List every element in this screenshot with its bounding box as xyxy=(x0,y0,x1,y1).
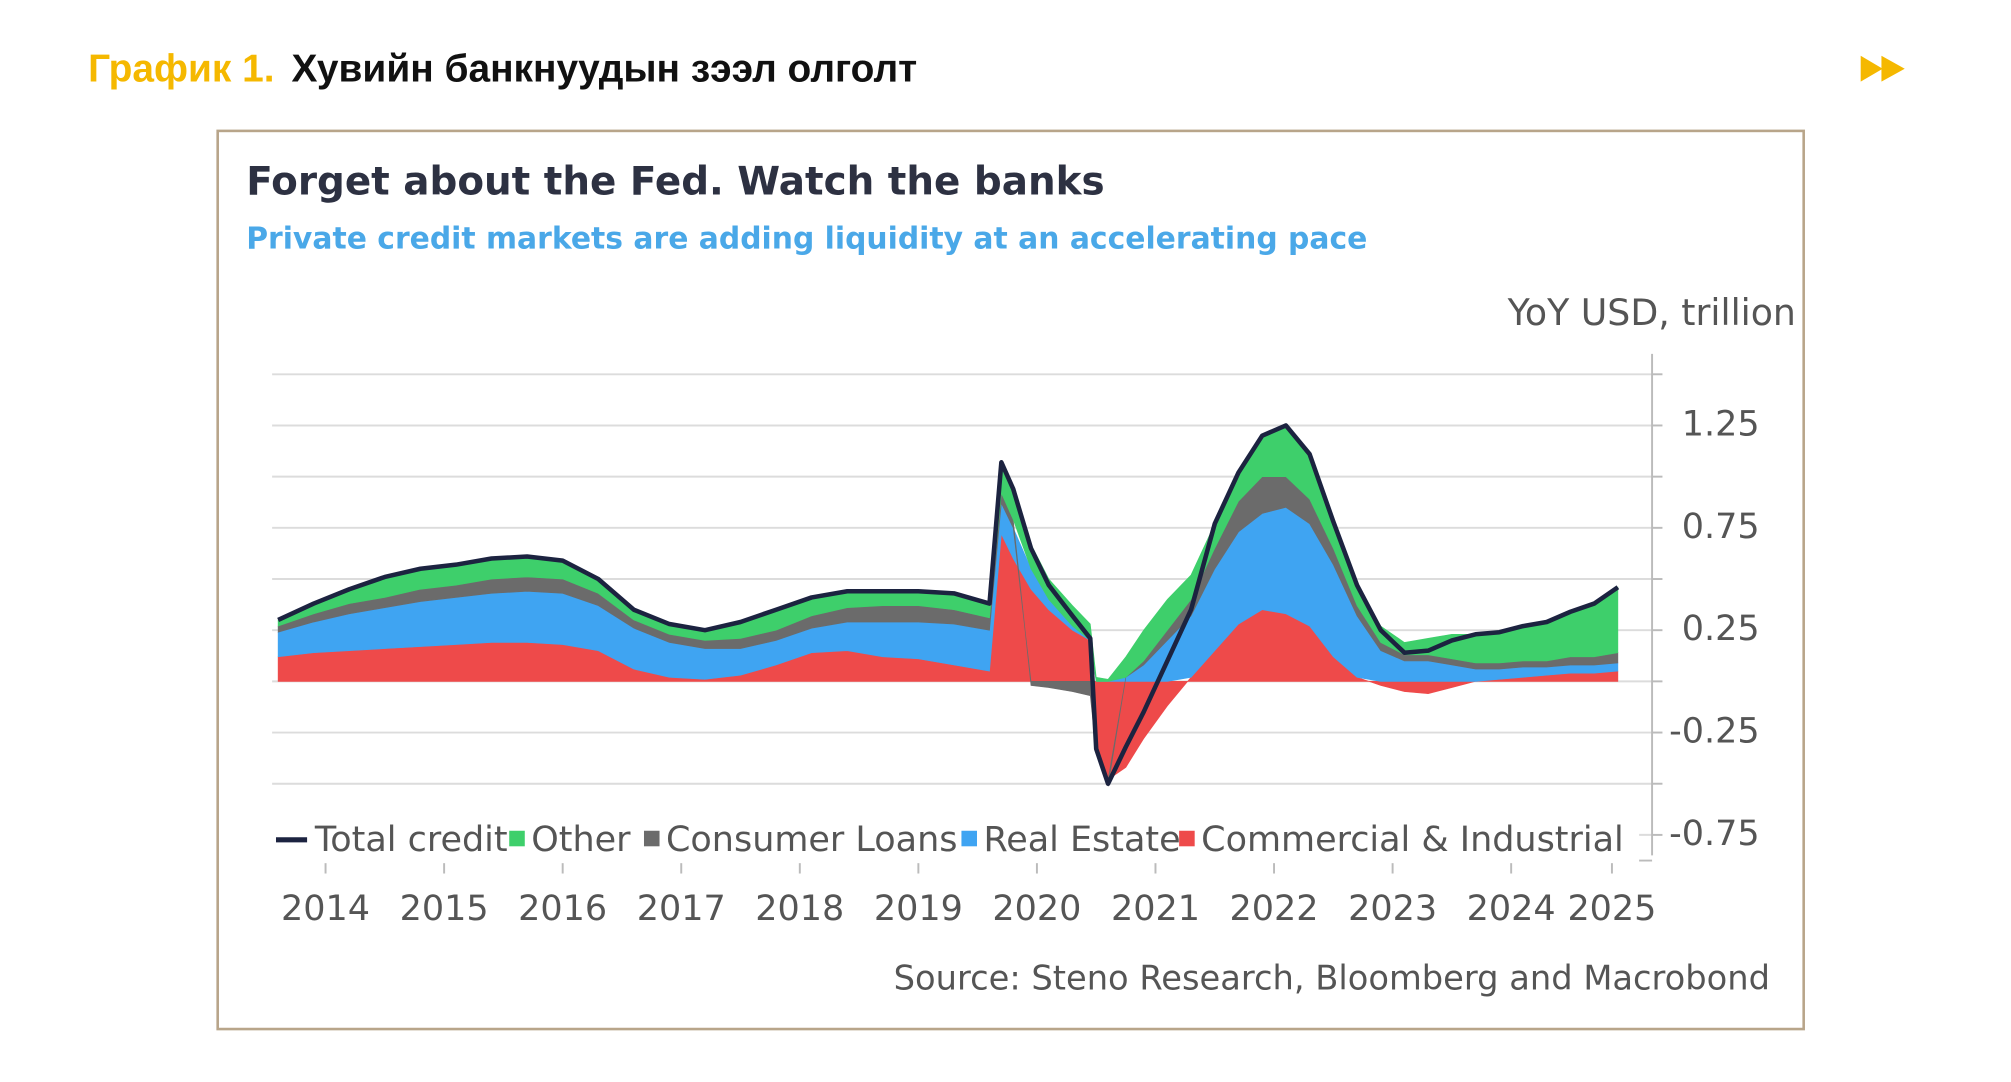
chart-subtitle: Private credit markets are adding liquid… xyxy=(246,221,1367,256)
legend-label: Total credit xyxy=(314,820,508,860)
x-tick-label: 2014 xyxy=(281,889,370,929)
legend-label: Other xyxy=(531,820,631,860)
x-tick-label: 2016 xyxy=(518,889,607,929)
x-tick-label: 2021 xyxy=(1111,889,1200,929)
y-tick-label: 1.25 xyxy=(1682,404,1760,444)
x-tick-label: 2020 xyxy=(992,889,1081,929)
legend-background xyxy=(265,816,1640,864)
legend-swatch xyxy=(643,830,660,847)
y-tick-label: 0.75 xyxy=(1682,507,1760,547)
forward-icon xyxy=(1860,55,1905,82)
unit-label: YoY USD, trillion xyxy=(1507,291,1796,334)
x-tick-label: 2022 xyxy=(1230,889,1319,929)
y-tick-label: -0.25 xyxy=(1669,712,1759,752)
legend-label: Real Estate xyxy=(983,820,1180,860)
chart-title: Forget about the Fed. Watch the banks xyxy=(246,160,1104,205)
plot: -0.75 -0.25 0.25 0.75 1.25 2014 2015 2016 2017 20… xyxy=(265,353,1760,929)
x-tick-label: 2015 xyxy=(400,889,489,929)
figure-title: Хувийн банкнуудын зээл олголт xyxy=(292,48,918,91)
legend-swatch xyxy=(961,830,977,847)
legend-swatch xyxy=(1179,830,1195,847)
x-tick-label: 2019 xyxy=(874,889,963,929)
y-tick-label: -0.75 xyxy=(1669,814,1759,854)
y-tick-label: 0.25 xyxy=(1682,609,1760,649)
x-tick-label: 2025 xyxy=(1567,889,1656,929)
figure-label: График 1. xyxy=(88,48,274,91)
x-tick-label: 2024 xyxy=(1467,889,1556,929)
x-tick-label: 2018 xyxy=(755,889,844,929)
x-tick-label: 2017 xyxy=(637,889,726,929)
legend-label: Consumer Loans xyxy=(666,820,957,860)
x-tick-label: 2023 xyxy=(1348,889,1437,929)
line xyxy=(277,423,1620,786)
legend-swatch xyxy=(509,830,525,847)
source: Source: Steno Research, Bloomberg and Ma… xyxy=(894,958,1770,997)
legend-label: Commercial & Industrial xyxy=(1201,820,1624,860)
